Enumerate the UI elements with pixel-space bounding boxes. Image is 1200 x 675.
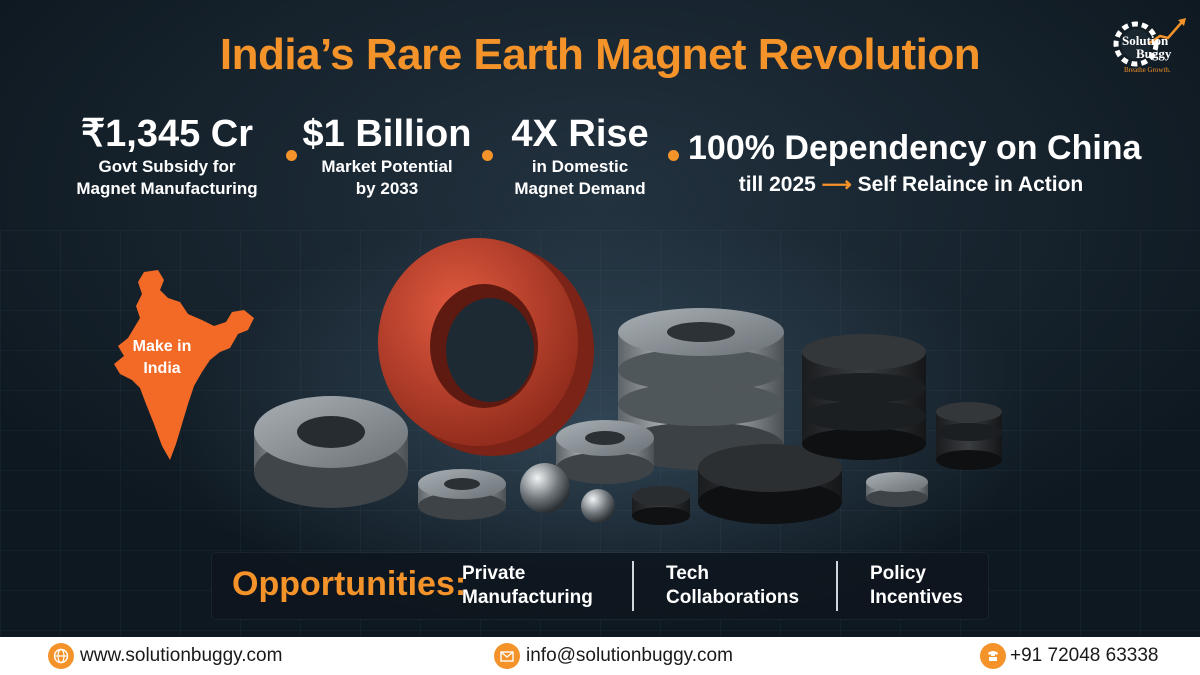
stat-caption-pre: till 2025 <box>738 173 816 196</box>
black-disc-stack <box>802 334 926 460</box>
opportunity-item: Private Manufacturing <box>462 562 593 610</box>
stat-caption-line2: Magnet Manufacturing <box>76 179 258 198</box>
stat-dependency: 100% Dependency on China till 2025 ⟶ Sel… <box>688 126 1142 200</box>
logo[interactable]: Solution Buggy Breathe Growth. <box>1108 14 1194 86</box>
stat-demand: 4X Rise in Domestic Magnet Demand <box>500 112 660 200</box>
silver-disc-magnet <box>866 472 928 507</box>
small-ring-magnet <box>556 420 654 484</box>
map-label-line1: Make in <box>132 338 192 355</box>
black-disc-magnet <box>698 444 842 524</box>
website-link[interactable]: www.solutionbuggy.com <box>48 643 282 669</box>
map-label: Make in India <box>112 336 212 380</box>
logo-text: Solution Buggy <box>1122 34 1192 60</box>
opportunities-title: Opportunities: <box>232 565 467 603</box>
stat-caption: till 2025 ⟶ Self Relaince in Action <box>688 170 1134 200</box>
divider <box>836 561 838 611</box>
opportunity-item: Policy Incentives <box>870 562 963 610</box>
silver-ring-stack <box>618 308 784 470</box>
email-text: info@solutionbuggy.com <box>526 645 733 666</box>
footer: www.solutionbuggy.com info@solutionbuggy… <box>0 637 1200 675</box>
stat-value: ₹1,345 Cr <box>80 113 254 155</box>
phone-text: +91 72048 63338 <box>1010 645 1159 666</box>
stat-caption-line1: Market Potential <box>321 157 453 176</box>
hero-banner: India’s Rare Earth Magnet Revolution Sol… <box>0 0 1200 637</box>
india-map-icon <box>114 270 254 460</box>
map-label-line2: India <box>143 360 181 377</box>
separator-dot <box>286 150 297 161</box>
logo-name-line1: Solution <box>1122 33 1169 48</box>
black-disc-magnet <box>632 486 690 525</box>
stat-subsidy: ₹1,345 Cr Govt Subsidy for Magnet Manufa… <box>62 112 272 200</box>
page-title: India’s Rare Earth Magnet Revolution <box>219 30 981 79</box>
separator-dot <box>668 150 679 161</box>
divider <box>632 561 634 611</box>
phone-link[interactable]: +91 72048 63338 <box>980 643 1158 669</box>
stat-value: 4X Rise <box>511 113 649 155</box>
stat-caption-line1: Govt Subsidy for <box>98 157 236 176</box>
gear-logo-icon <box>1113 18 1186 67</box>
small-ring-magnet <box>418 469 506 520</box>
opportunity-line2: Manufacturing <box>462 587 593 608</box>
red-ring-magnet <box>378 238 594 456</box>
stat-value: $1 Billion <box>302 113 472 155</box>
logo-tagline: Breathe Growth. <box>1124 66 1171 74</box>
arrow-right-icon: ⟶ <box>821 173 852 196</box>
silver-ring-magnet <box>254 396 408 508</box>
black-disc-stack <box>936 402 1002 470</box>
phone-icon <box>980 643 1006 669</box>
steel-ball <box>581 489 615 523</box>
opportunity-line1: Tech <box>666 563 709 584</box>
stat-value: 100% Dependency on China <box>688 129 1142 167</box>
opportunity-line2: Incentives <box>870 587 963 608</box>
logo-name-line2: Buggy <box>1136 46 1172 61</box>
opportunity-item: Tech Collaborations <box>666 562 799 610</box>
stat-caption-line2: by 2033 <box>355 179 419 198</box>
magnets-illustration <box>254 238 1002 525</box>
opportunity-line1: Private <box>462 563 526 584</box>
opportunity-line1: Policy <box>870 563 926 584</box>
steel-ball <box>520 463 570 513</box>
opportunities-bar: Opportunities: Private Manufacturing Tec… <box>212 553 988 619</box>
stat-market: $1 Billion Market Potential by 2033 <box>302 112 472 200</box>
separator-dot <box>482 150 493 161</box>
opportunity-line2: Collaborations <box>666 587 800 608</box>
mail-icon <box>494 643 520 669</box>
globe-icon <box>48 643 74 669</box>
stat-caption-post: Self Relaince in Action <box>857 173 1084 196</box>
stat-caption-line1: in Domestic <box>531 157 629 176</box>
stat-caption-line2: Magnet Demand <box>514 179 646 198</box>
website-text: www.solutionbuggy.com <box>80 645 283 666</box>
email-link[interactable]: info@solutionbuggy.com <box>494 643 733 669</box>
